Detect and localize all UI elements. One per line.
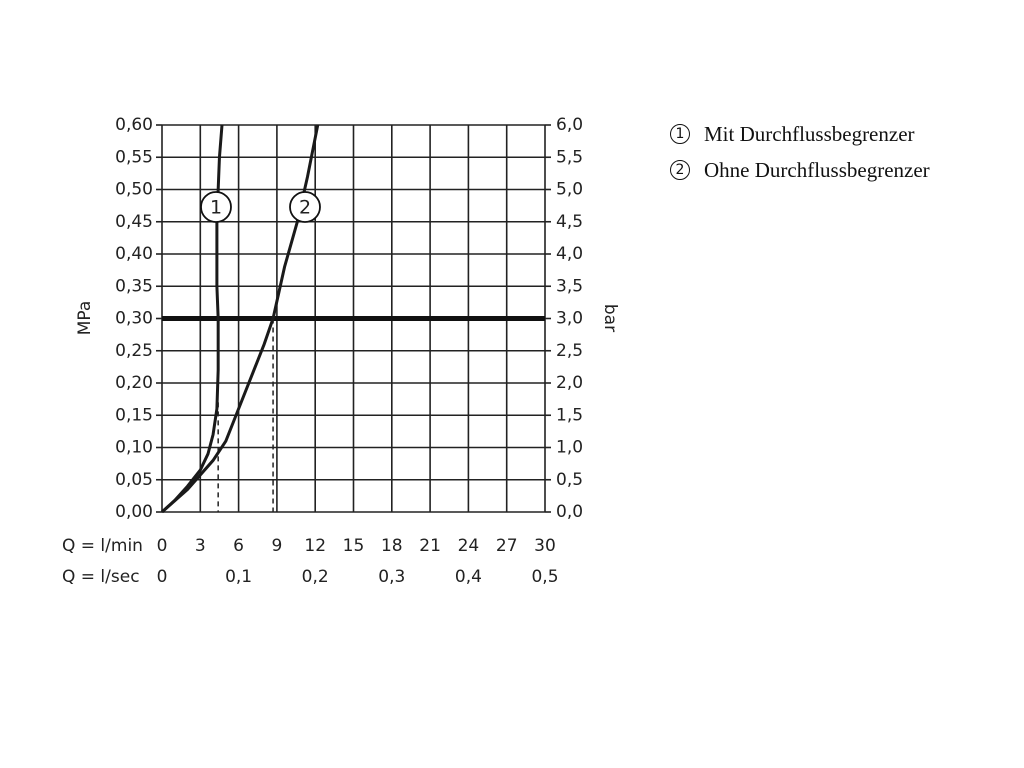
x-tick-label: 6 — [233, 536, 244, 556]
legend-item: 2 Ohne Durchflussbegrenzer — [668, 156, 988, 184]
x-tick-label: 15 — [343, 536, 365, 556]
x-tick-label: 21 — [419, 536, 441, 556]
y-axis-label: MPa — [75, 301, 95, 336]
legend-text: Ohne Durchflussbegrenzer — [704, 158, 930, 182]
y-tick-label: 0,25 — [115, 341, 153, 361]
x-tick-label: 0 — [157, 536, 168, 556]
legend-number: 2 — [670, 160, 690, 180]
x-tick-label: 9 — [271, 536, 282, 556]
y-tick-label: 0,40 — [115, 244, 153, 264]
x-tick-label: 12 — [304, 536, 326, 556]
x-tick-label: 24 — [458, 536, 480, 556]
y2-tick-label: 4,0 — [556, 244, 583, 264]
x-axis-label: Q = l/min — [62, 536, 143, 556]
x2-tick-label: 0,1 — [225, 567, 252, 587]
y2-tick-label: 2,0 — [556, 373, 583, 393]
y-tick-label: 0,30 — [115, 309, 153, 329]
x2-tick-label: 0,3 — [378, 567, 405, 587]
y2-tick-label: 2,5 — [556, 341, 583, 361]
y2-tick-label: 0,0 — [556, 502, 583, 522]
x2-tick-label: 0,5 — [531, 567, 558, 587]
legend-item: 1 Mit Durchflussbegrenzer — [668, 120, 988, 148]
y2-tick-label: 5,0 — [556, 180, 583, 200]
x-tick-label: 27 — [496, 536, 518, 556]
series-label: 1 — [210, 197, 222, 219]
y-tick-label: 0,00 — [115, 502, 153, 522]
y-tick-label: 0,60 — [115, 115, 153, 135]
legend: 1 Mit Durchflussbegrenzer 2 Ohne Durchfluss… — [668, 120, 988, 192]
x2-tick-label: 0,2 — [302, 567, 329, 587]
y-tick-label: 0,20 — [115, 373, 153, 393]
x2-axis-label: Q = l/sec — [62, 567, 140, 587]
y2-tick-label: 3,5 — [556, 276, 583, 296]
y-tick-label: 0,45 — [115, 212, 153, 232]
x2-tick-label: 0 — [157, 567, 168, 587]
y-tick-label: 0,05 — [115, 470, 153, 490]
y2-tick-label: 5,5 — [556, 147, 583, 167]
x2-tick-label: 0,4 — [455, 567, 482, 587]
y-tick-label: 0,15 — [115, 405, 153, 425]
y-tick-label: 0,10 — [115, 438, 153, 458]
y-tick-label: 0,55 — [115, 147, 153, 167]
y2-tick-label: 1,5 — [556, 405, 583, 425]
legend-number: 1 — [670, 124, 690, 144]
series-label-circle — [289, 191, 321, 223]
y-tick-label: 0,50 — [115, 180, 153, 200]
series-label: 2 — [299, 197, 311, 219]
x-tick-label: 18 — [381, 536, 403, 556]
y2-tick-label: 0,5 — [556, 470, 583, 490]
x-tick-label: 3 — [195, 536, 206, 556]
y-tick-label: 0,35 — [115, 276, 153, 296]
y2-tick-label: 3,0 — [556, 309, 583, 329]
y2-tick-label: 1,0 — [556, 438, 583, 458]
legend-text: Mit Durchflussbegrenzer — [704, 122, 915, 146]
y2-tick-label: 6,0 — [556, 115, 583, 135]
y2-tick-label: 4,5 — [556, 212, 583, 232]
x-tick-label: 30 — [534, 536, 556, 556]
y2-axis-label: bar — [600, 304, 620, 332]
series-label-circle — [200, 191, 232, 223]
